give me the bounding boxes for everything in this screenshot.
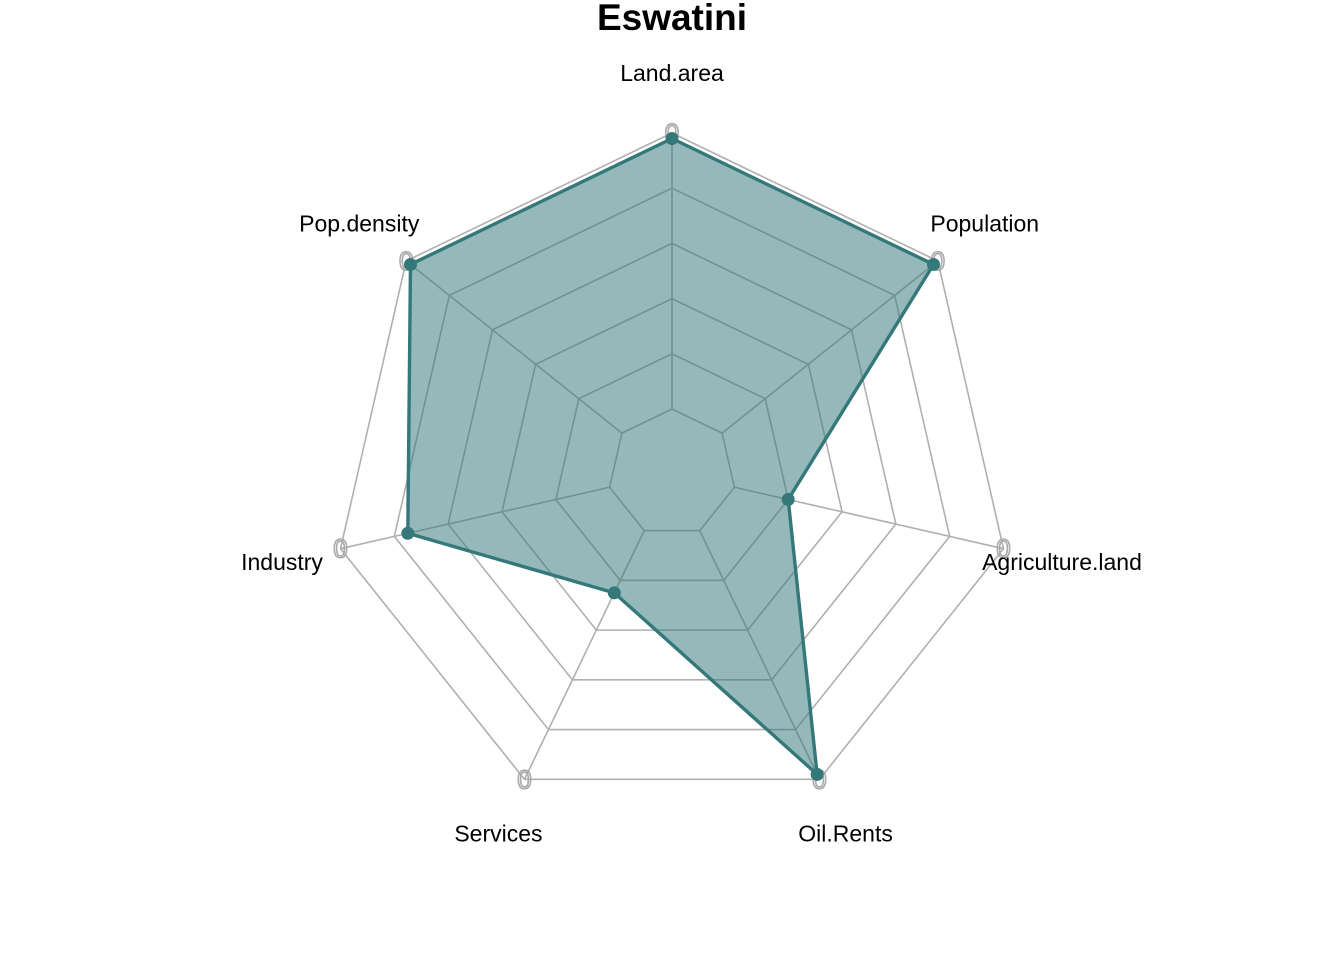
data-point-population — [927, 257, 941, 271]
data-point-oil-rents — [810, 767, 824, 781]
axis-label-land-area: Land.area — [620, 60, 724, 86]
data-point-industry — [401, 526, 415, 540]
data-point-pop-density — [403, 257, 417, 271]
axis-label-population: Population — [930, 211, 1039, 237]
grid-ring-5 — [339, 132, 1005, 781]
axis-label-pop-density: Pop.density — [299, 211, 420, 237]
axis-label-oil-rents: Oil.Rents — [798, 820, 893, 846]
chart-title: Eswatini — [597, 0, 747, 38]
data-point-services — [607, 586, 621, 600]
tick-label-industry: 0 — [333, 534, 347, 564]
tick-label-agriculture-land: 0 — [996, 534, 1010, 564]
series-area — [407, 138, 934, 775]
axis-label-services: Services — [454, 820, 542, 846]
axis-label-industry: Industry — [241, 549, 323, 575]
axis-labels: Land.area Population Agriculture.land Oil.R… — [241, 60, 1142, 846]
data-point-agriculture-land — [781, 493, 795, 507]
series-line — [406, 136, 936, 777]
tick-label-services: 0 — [517, 764, 531, 794]
data-point-land-area — [665, 132, 679, 146]
radar-series — [401, 132, 941, 781]
axis-label-agriculture-land: Agriculture.land — [982, 549, 1142, 575]
